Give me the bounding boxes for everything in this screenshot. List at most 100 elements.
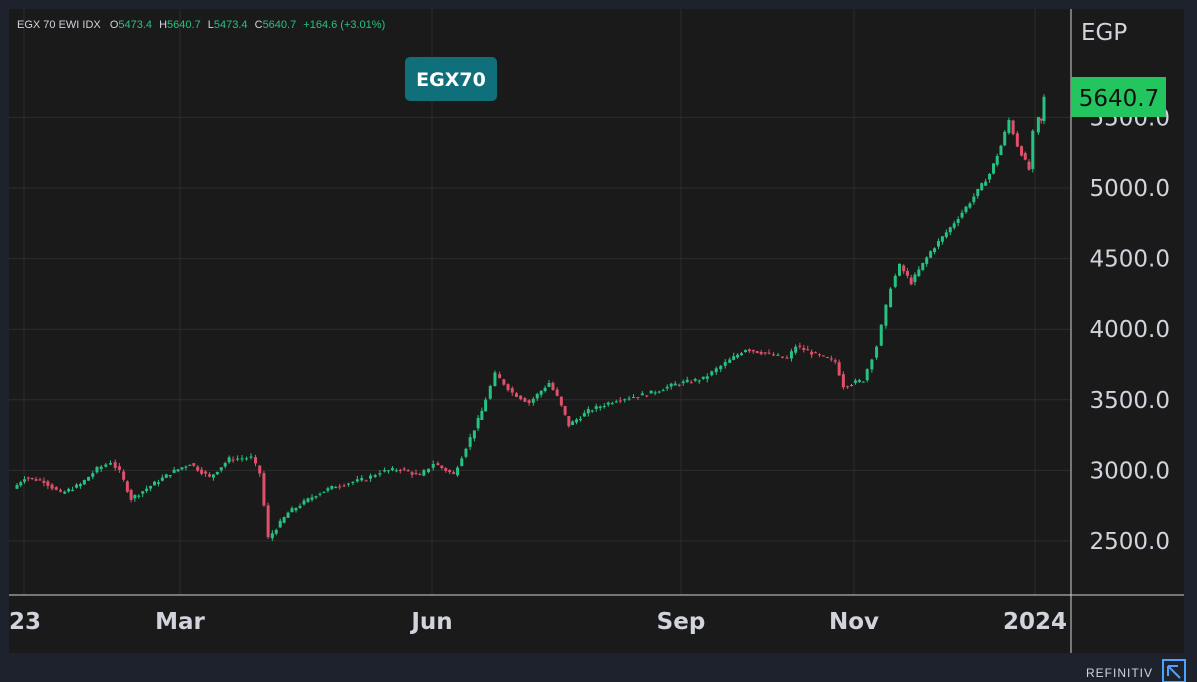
candle [270,530,274,541]
candle [184,465,188,471]
candle-body [785,357,789,359]
candle-body [502,379,506,385]
candle [211,474,215,481]
candle [452,470,456,475]
candle-body [685,379,689,383]
candle [1027,159,1031,171]
candle-body [972,196,976,203]
candle-body [306,498,310,502]
candle-body [636,397,640,399]
candle-body [714,368,718,373]
candle [436,461,440,466]
candle [571,420,575,426]
open-value: 5473.4 [118,19,152,31]
candle [636,396,640,400]
candle-body [398,470,402,472]
candle [865,368,869,383]
candle-body [905,270,909,276]
candle [74,483,78,489]
candle-body [270,533,274,539]
candle [460,456,464,467]
candle-body [422,470,426,476]
candle-body [535,393,539,399]
candle-body [751,350,755,352]
candle [137,494,141,499]
candle [999,144,1003,156]
candle-body [551,382,555,390]
candle [390,466,394,472]
candle-body [347,483,351,485]
candle [113,459,117,471]
candle-body [618,400,622,402]
candle-body [582,413,586,417]
candle [728,357,732,364]
candle [960,209,964,219]
candle-body [164,474,168,478]
candle [933,247,937,255]
candle [598,405,602,411]
candle [685,376,689,383]
candle [125,480,129,493]
candle [322,491,326,494]
candle-body [71,489,75,491]
candle-body [54,487,58,490]
candle-body [322,491,326,493]
candle [527,399,531,406]
close-value: 5640.7 [263,19,297,31]
candle-body [290,508,294,513]
candle-body [837,362,841,376]
candle-body [853,380,857,383]
candle-body [944,232,948,238]
candle-body [614,401,618,403]
candle [38,477,42,481]
candle [802,344,806,353]
candle [995,153,999,167]
candle [369,473,373,482]
candle [78,482,82,489]
candle-body [227,457,231,463]
candle [917,266,921,277]
candle-body [669,383,673,387]
candle [1011,119,1015,136]
candle-body [653,392,657,394]
x-tick-label: Jun [409,609,452,635]
candle [623,398,627,403]
candle [427,468,431,474]
candle [196,464,200,473]
candle-body [418,474,422,476]
candle [1031,129,1035,173]
candle-body [802,347,806,350]
candle-body [740,353,744,356]
candle [464,447,468,459]
candle [665,384,669,391]
candle-body [933,248,937,252]
candle [929,250,933,259]
candle [67,487,71,493]
candle-body [456,467,460,476]
candle-body [543,387,547,392]
candle [701,376,705,380]
candle-body [771,354,775,356]
price-chart[interactable]: 2500.03000.03500.04000.04500.05000.05500… [9,9,1184,679]
candle-body [598,406,602,408]
candle [360,475,364,482]
candle [535,392,539,402]
candle [736,353,740,359]
candle-body [705,376,709,379]
candle-body [1011,120,1015,135]
candle [594,403,598,413]
candle-body [160,477,164,481]
candle [15,483,19,490]
candle [853,378,857,385]
candle [657,390,661,394]
candle [286,511,290,518]
candle-body [1023,153,1027,160]
candle [133,494,137,502]
high-label: H [159,19,167,31]
candle-body [262,473,266,506]
candle-body [369,475,373,479]
candle [387,469,391,474]
candle-body [610,403,614,405]
candle [219,467,223,473]
candle [1036,116,1040,135]
